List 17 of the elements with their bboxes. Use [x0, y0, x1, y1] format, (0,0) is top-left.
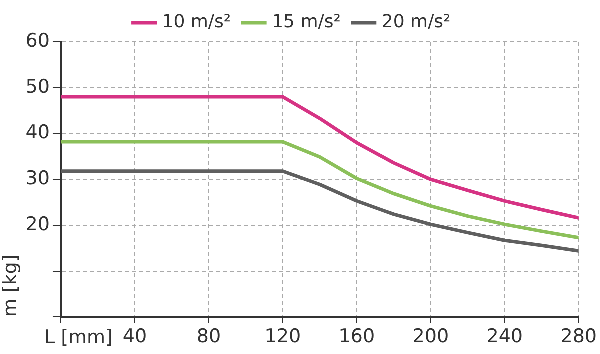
legend-label: 15 m/s² [272, 12, 341, 33]
y-tick-label: 50 [26, 76, 50, 98]
x-tick-label: 160 [338, 326, 376, 348]
y-tick-label: 30 [26, 168, 50, 190]
x-axis-title: L [mm] [44, 326, 113, 349]
y-tick-label: 40 [26, 122, 50, 144]
legend-label: 10 m/s² [162, 12, 232, 33]
x-tick-label: 200 [412, 326, 450, 348]
y-axis-title: m [kg] [0, 254, 22, 318]
x-tick-label: 120 [264, 326, 302, 348]
x-tick-label: 240 [486, 326, 524, 348]
x-tick-label: 80 [196, 326, 222, 348]
x-tick-label: 40 [122, 326, 148, 348]
x-tick-label: 280 [560, 326, 597, 348]
legend-label: 20 m/s² [382, 12, 451, 33]
y-tick-label: 20 [26, 213, 50, 236]
y-tick-label: 60 [26, 30, 50, 52]
